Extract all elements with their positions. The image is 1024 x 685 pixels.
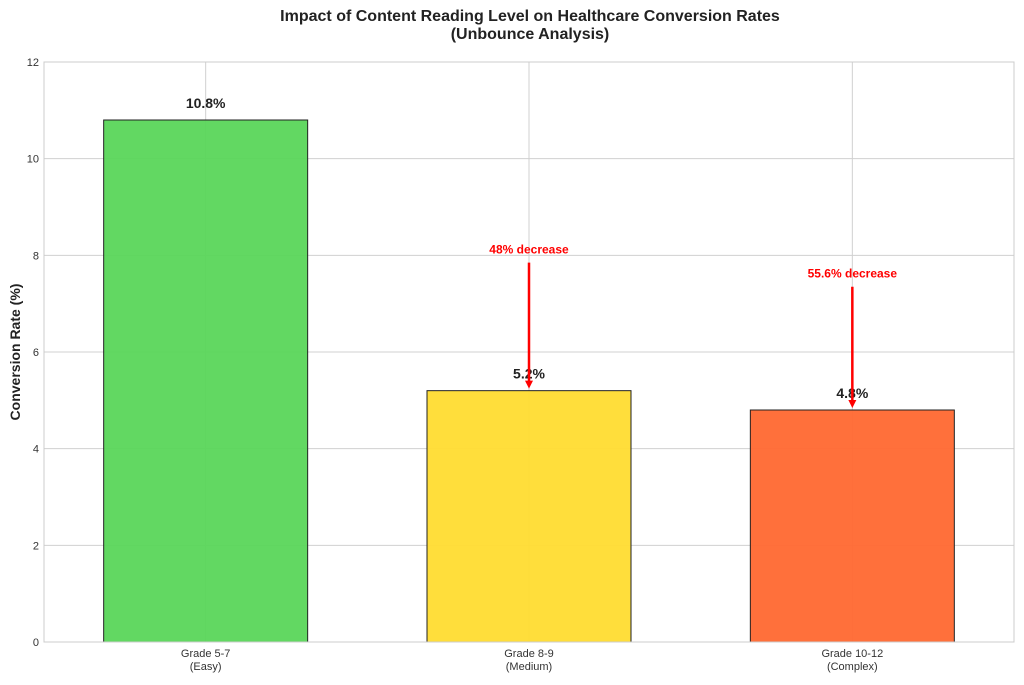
- chart-subtitle: (Unbounce Analysis): [451, 26, 610, 43]
- annotation-arrow-head: [848, 400, 857, 408]
- annotations: 48% decrease 55.6% decrease: [489, 242, 897, 408]
- annotation-label: 48% decrease: [489, 242, 569, 256]
- bar: [103, 119, 309, 643]
- y-axis-label: Conversion Rate (%): [7, 284, 23, 421]
- annotation-arrow-head: [525, 380, 533, 389]
- x-tick-label: Grade 8-9: [504, 648, 554, 660]
- x-tick-label: (Easy): [190, 661, 222, 673]
- chart-title: Impact of Content Reading Level on Healt…: [280, 8, 780, 25]
- y-tick-label: 4: [33, 444, 39, 456]
- x-tick-label: Grade 10-12: [821, 648, 883, 660]
- y-tick-label: 6: [33, 347, 39, 359]
- bar: [426, 390, 632, 643]
- bar-value-label: 10.8%: [186, 95, 226, 111]
- x-tick-label: Grade 5-7: [181, 648, 231, 660]
- axes: [43, 61, 1015, 643]
- y-tick-label: 12: [27, 57, 39, 69]
- x-tick-label: (Medium): [506, 661, 552, 673]
- x-tick-label: (Complex): [827, 661, 878, 673]
- annotation-label: 55.6% decrease: [808, 267, 898, 281]
- bar: [749, 409, 955, 643]
- y-tick-label: 8: [33, 250, 39, 262]
- y-tick-label: 10: [27, 154, 39, 166]
- y-tick-label: 2: [33, 540, 39, 552]
- y-tick-label: 0: [33, 637, 39, 649]
- plot-frame: [43, 61, 1015, 643]
